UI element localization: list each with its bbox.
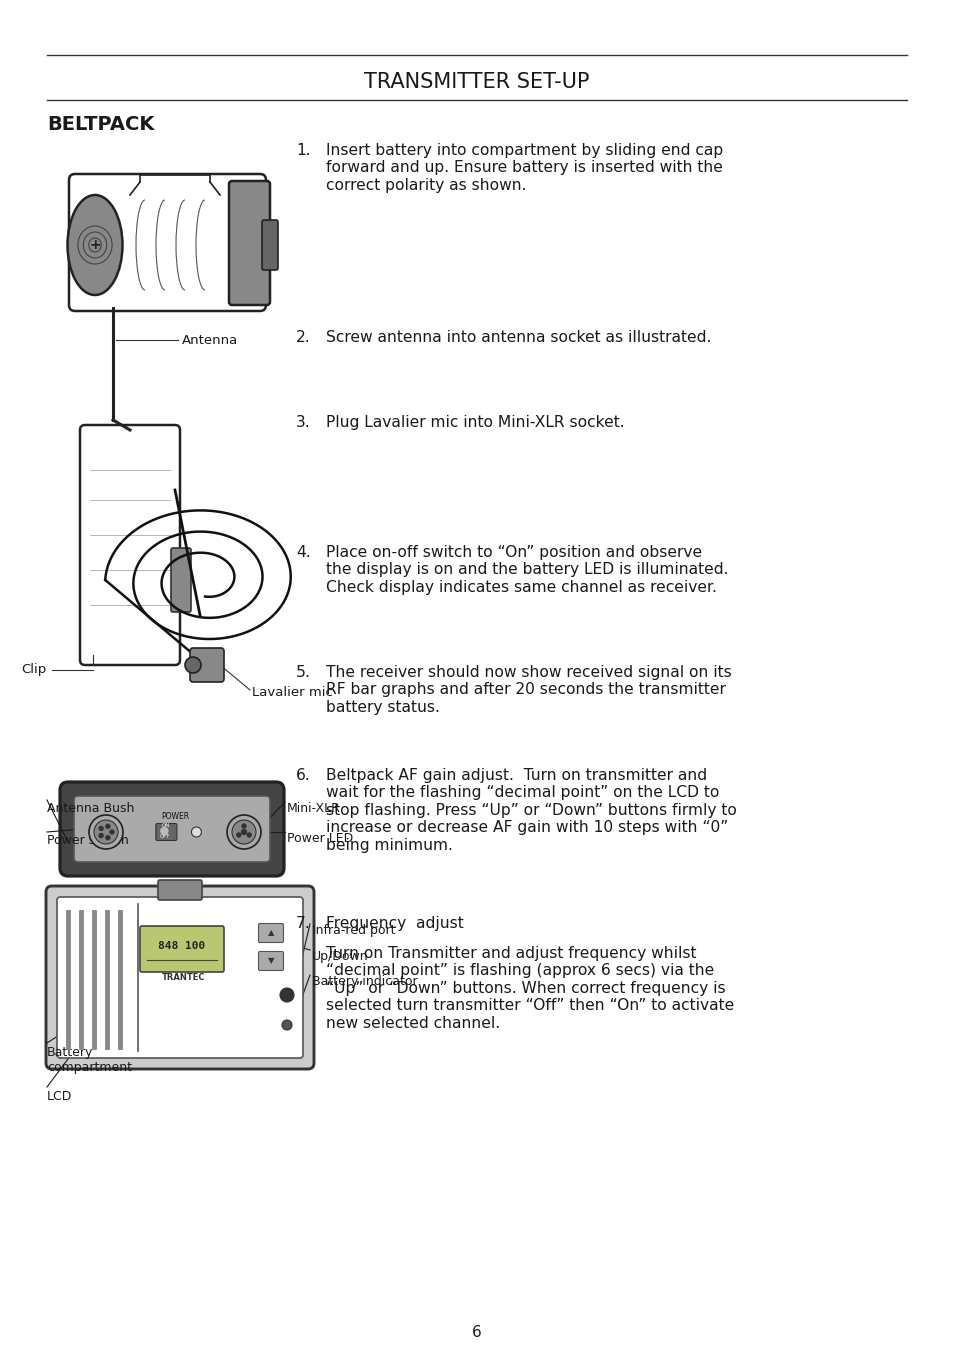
Text: 2.: 2. bbox=[295, 330, 311, 345]
FancyBboxPatch shape bbox=[74, 796, 270, 862]
Text: 5.: 5. bbox=[295, 665, 311, 680]
Text: Lavalier mic: Lavalier mic bbox=[252, 685, 333, 699]
FancyBboxPatch shape bbox=[69, 175, 266, 311]
Text: Place on-off switch to “On” position and observe
the display is on and the batte: Place on-off switch to “On” position and… bbox=[326, 546, 728, 594]
FancyBboxPatch shape bbox=[258, 952, 283, 971]
Circle shape bbox=[106, 835, 110, 839]
Text: OFF: OFF bbox=[159, 834, 170, 839]
Circle shape bbox=[185, 657, 201, 673]
Text: +: + bbox=[89, 238, 101, 252]
Text: Battery
compartment: Battery compartment bbox=[47, 1047, 132, 1074]
Text: 3.: 3. bbox=[295, 414, 311, 431]
Circle shape bbox=[232, 821, 255, 844]
Circle shape bbox=[227, 815, 261, 849]
Circle shape bbox=[110, 830, 113, 834]
Text: Screw antenna into antenna socket as illustrated.: Screw antenna into antenna socket as ill… bbox=[326, 330, 711, 345]
Text: Frequency  adjust: Frequency adjust bbox=[326, 917, 463, 932]
FancyBboxPatch shape bbox=[80, 425, 180, 665]
Text: Mini-XLR: Mini-XLR bbox=[287, 802, 340, 815]
Circle shape bbox=[94, 821, 118, 844]
FancyBboxPatch shape bbox=[258, 923, 283, 942]
Text: Clip: Clip bbox=[22, 663, 47, 677]
Text: ▲: ▲ bbox=[268, 929, 274, 937]
Text: Power switch: Power switch bbox=[47, 834, 129, 848]
Text: Beltpack AF gain adjust.  Turn on transmitter and
wait for the flashing “decimal: Beltpack AF gain adjust. Turn on transmi… bbox=[326, 768, 736, 853]
FancyBboxPatch shape bbox=[57, 896, 303, 1057]
Text: BELTPACK: BELTPACK bbox=[47, 115, 154, 134]
Text: Antenna: Antenna bbox=[182, 333, 238, 347]
Circle shape bbox=[99, 834, 103, 838]
FancyBboxPatch shape bbox=[190, 649, 224, 682]
FancyBboxPatch shape bbox=[60, 783, 284, 876]
FancyBboxPatch shape bbox=[229, 181, 270, 305]
Ellipse shape bbox=[68, 195, 122, 295]
Circle shape bbox=[89, 815, 123, 849]
Text: 4.: 4. bbox=[295, 546, 311, 561]
Circle shape bbox=[242, 825, 246, 829]
FancyBboxPatch shape bbox=[171, 548, 191, 612]
Text: Antenna Bush: Antenna Bush bbox=[47, 802, 134, 815]
Text: Power LED: Power LED bbox=[287, 831, 353, 845]
Circle shape bbox=[106, 825, 110, 829]
Circle shape bbox=[280, 988, 294, 1002]
Text: 1.: 1. bbox=[295, 144, 311, 158]
Text: Plug Lavalier mic into Mini-XLR socket.: Plug Lavalier mic into Mini-XLR socket. bbox=[326, 414, 624, 431]
Text: LCD: LCD bbox=[47, 1090, 72, 1104]
Text: 848 100: 848 100 bbox=[158, 941, 206, 951]
Text: ON: ON bbox=[161, 823, 170, 829]
Text: The receiver should now show received signal on its
RF bar graphs and after 20 s: The receiver should now show received si… bbox=[326, 665, 731, 715]
Circle shape bbox=[192, 827, 201, 837]
Text: TRANTEC: TRANTEC bbox=[162, 974, 206, 982]
Text: Up/Down: Up/Down bbox=[312, 951, 368, 963]
Circle shape bbox=[247, 833, 251, 837]
Text: Turn on Transmitter and adjust frequency whilst
“decimal point” is flashing (app: Turn on Transmitter and adjust frequency… bbox=[326, 946, 734, 1030]
Text: TRANSMITTER SET-UP: TRANSMITTER SET-UP bbox=[364, 72, 589, 92]
Text: Infra-red port: Infra-red port bbox=[312, 923, 395, 937]
Text: Insert battery into compartment by sliding end cap
forward and up. Ensure batter: Insert battery into compartment by slidi… bbox=[326, 144, 722, 192]
FancyBboxPatch shape bbox=[155, 823, 176, 841]
Circle shape bbox=[282, 1020, 292, 1030]
FancyBboxPatch shape bbox=[46, 886, 314, 1070]
Text: ▼: ▼ bbox=[268, 956, 274, 965]
Circle shape bbox=[241, 830, 246, 834]
Circle shape bbox=[161, 827, 168, 834]
Text: 7.: 7. bbox=[295, 917, 311, 932]
FancyBboxPatch shape bbox=[262, 219, 277, 269]
Text: POWER: POWER bbox=[161, 812, 190, 821]
Text: 6.: 6. bbox=[295, 768, 311, 783]
Circle shape bbox=[236, 833, 240, 837]
Circle shape bbox=[99, 826, 103, 830]
Text: Battery indicator: Battery indicator bbox=[312, 975, 417, 988]
FancyBboxPatch shape bbox=[140, 926, 224, 972]
FancyBboxPatch shape bbox=[158, 880, 202, 900]
Text: 6: 6 bbox=[472, 1326, 481, 1340]
